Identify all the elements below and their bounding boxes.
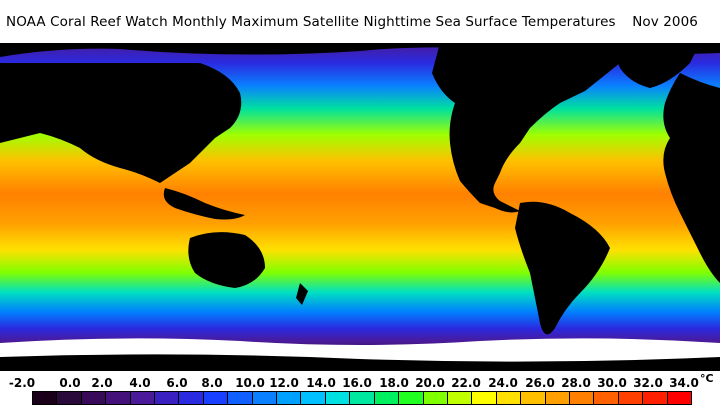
tick-label: -2.0 — [8, 376, 36, 390]
tick-label: 16.0 — [342, 376, 372, 390]
colorbar-swatch — [496, 392, 522, 404]
colorbar-swatch — [57, 392, 82, 404]
colorbar-swatch — [106, 392, 131, 404]
colorbar-swatch — [179, 392, 204, 404]
tick-label: 26.0 — [525, 376, 555, 390]
colorbar-swatch — [399, 392, 424, 404]
tick-label: 6.0 — [166, 376, 188, 390]
tick-label: 10.0 — [235, 376, 265, 390]
colorbar-swatch — [374, 392, 400, 404]
tick-label: 4.0 — [129, 376, 151, 390]
sst-map — [0, 43, 720, 371]
colorbar-swatch — [472, 392, 497, 404]
africa-europe — [663, 73, 720, 283]
tick-label: 2.0 — [91, 376, 113, 390]
tick-label: 32.0 — [633, 376, 663, 390]
colorbar-swatch — [301, 392, 326, 404]
tick-label: 14.0 — [306, 376, 336, 390]
unit-label: °C — [700, 372, 714, 385]
colorbar-swatch — [252, 392, 278, 404]
tick-label: 8.0 — [201, 376, 223, 390]
colorbar-swatch — [33, 392, 58, 404]
australia — [188, 232, 265, 288]
tick-label: 24.0 — [488, 376, 518, 390]
map-title-bar: NOAA Coral Reef Watch Monthly Maximum Sa… — [0, 0, 720, 42]
colorbar-swatch — [423, 392, 448, 404]
colorbar-swatch — [350, 392, 375, 404]
colorbar-labels: -2.0 0.0 2.0 4.0 6.0 8.0 10.0 12.0 14.0 … — [0, 372, 720, 390]
colorbar-swatch — [618, 392, 644, 404]
tick-label: 30.0 — [597, 376, 627, 390]
colorbar-swatch — [545, 392, 570, 404]
colorbar-swatch — [155, 392, 180, 404]
colorbar-swatch — [325, 392, 351, 404]
colorbar-swatch — [521, 392, 546, 404]
colorbar-swatch — [277, 392, 302, 404]
colorbar-swatch — [447, 392, 473, 404]
colorbar-swatch — [130, 392, 156, 404]
colorbar-swatch — [594, 392, 619, 404]
tick-label: 28.0 — [561, 376, 591, 390]
map-date: Nov 2006 — [632, 14, 698, 30]
colorbar-swatch — [203, 392, 229, 404]
colorbar-swatch — [643, 392, 668, 404]
temperature-colorbar — [32, 391, 692, 405]
tick-label: 20.0 — [415, 376, 445, 390]
tick-label: 18.0 — [379, 376, 409, 390]
maritime-continent — [163, 188, 245, 220]
north-america — [432, 43, 640, 213]
tick-label: 0.0 — [59, 376, 81, 390]
south-america — [515, 201, 610, 335]
antarctica — [0, 354, 720, 371]
new-zealand — [296, 283, 308, 305]
greenland — [610, 43, 700, 88]
colorbar-swatch — [667, 392, 691, 404]
asia — [0, 63, 242, 183]
tick-label: 34.0 — [669, 376, 699, 390]
colorbar-swatch — [228, 392, 253, 404]
map-title: NOAA Coral Reef Watch Monthly Maximum Sa… — [6, 14, 616, 30]
tick-label: 22.0 — [451, 376, 481, 390]
sst-map-graphic — [0, 43, 720, 371]
colorbar-swatch — [569, 392, 595, 404]
tick-label: 12.0 — [269, 376, 299, 390]
colorbar-swatch — [81, 392, 107, 404]
